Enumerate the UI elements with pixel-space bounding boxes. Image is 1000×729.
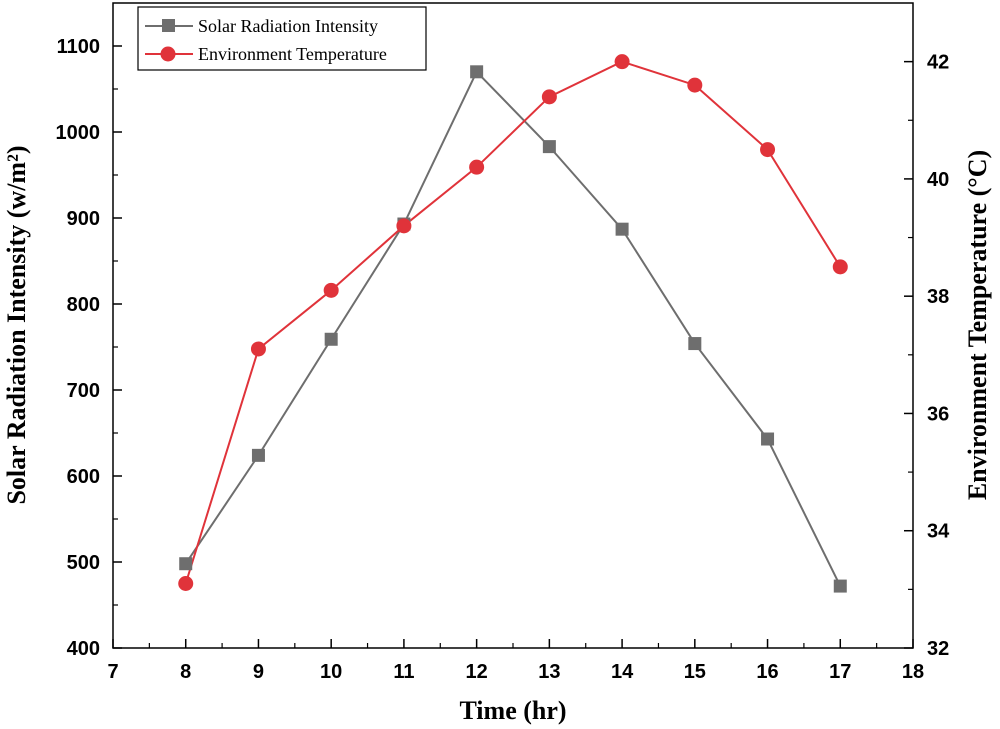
x-tick-label: 9 <box>253 661 264 683</box>
x-tick-label: 18 <box>902 661 924 683</box>
legend-box <box>137 6 427 71</box>
temperature-data-point <box>469 159 485 175</box>
y2-tick-label: 34 <box>927 521 950 543</box>
temperature-data-point <box>250 341 266 357</box>
legend-marker-temp <box>160 46 176 62</box>
legend-marker-solar <box>162 19 175 32</box>
x-tick-label: 15 <box>684 661 706 683</box>
x-tick-label: 14 <box>611 661 634 683</box>
y2-tick-label: 40 <box>927 169 949 191</box>
solar-data-point <box>688 337 702 351</box>
solar-data-point <box>251 448 265 462</box>
solar-data-point <box>833 579 847 593</box>
series-lines <box>184 60 842 587</box>
series-line-temperature <box>184 60 842 584</box>
y-tick-label: 600 <box>67 466 100 488</box>
y-tick-label: 1000 <box>56 122 101 144</box>
solar-data-point <box>179 557 193 571</box>
series-line-solar <box>184 70 842 587</box>
y-axis-title: Solar Radiation Intensity (w/m²) <box>2 145 31 504</box>
x-tick-label: 16 <box>756 661 778 683</box>
series-markers <box>178 54 848 593</box>
x-tick-label: 8 <box>180 661 191 683</box>
legend-label-solar: Solar Radiation Intensity <box>198 16 378 36</box>
x-tick-label: 10 <box>320 661 342 683</box>
y-tick-label: 700 <box>67 380 100 402</box>
x-tick-label: 12 <box>466 661 488 683</box>
y-tick-label: 900 <box>67 208 100 230</box>
temperature-data-point <box>178 576 194 591</box>
legend-label-temp: Environment Temperature <box>198 44 387 64</box>
temperature-data-point <box>396 218 412 234</box>
solar-data-point <box>542 140 556 154</box>
x-tick-label: 11 <box>393 661 414 683</box>
y2-tick-label: 32 <box>927 638 949 660</box>
plot-frame <box>112 2 914 649</box>
y2-tick-label: 38 <box>927 286 949 308</box>
x-tick-label: 13 <box>538 661 560 683</box>
temperature-data-point <box>323 282 339 298</box>
temperature-data-point <box>614 54 630 70</box>
y2-tick-label: 42 <box>927 52 949 74</box>
tick-labels: 7 8 9 10 11 12 13 14 15 16 17 18 400 500 600 700 800 900 1… <box>56 36 951 683</box>
y-tick-label: 400 <box>67 638 100 660</box>
y2-axis-title: Environment Temperature (°C) <box>963 150 992 500</box>
solar-data-point <box>470 65 484 79</box>
y2-tick-label: 36 <box>927 403 949 425</box>
y-tick-label: 500 <box>67 552 100 574</box>
y-tick-label: 1100 <box>57 36 100 58</box>
temperature-data-point <box>687 77 703 93</box>
solar-data-point <box>761 432 775 446</box>
x-tick-label: 17 <box>829 661 851 683</box>
temperature-data-point <box>832 259 848 275</box>
axis-ticks <box>112 45 914 649</box>
temperature-data-point <box>760 142 776 158</box>
x-axis-title: Time (hr) <box>459 696 566 725</box>
x-tick-label: 7 <box>107 661 118 683</box>
solar-data-point <box>615 222 629 236</box>
legend: Solar Radiation Intensity Environment Te… <box>137 6 427 71</box>
solar-data-point <box>324 332 338 346</box>
temperature-data-point <box>541 89 557 105</box>
y-tick-label: 800 <box>67 294 100 316</box>
